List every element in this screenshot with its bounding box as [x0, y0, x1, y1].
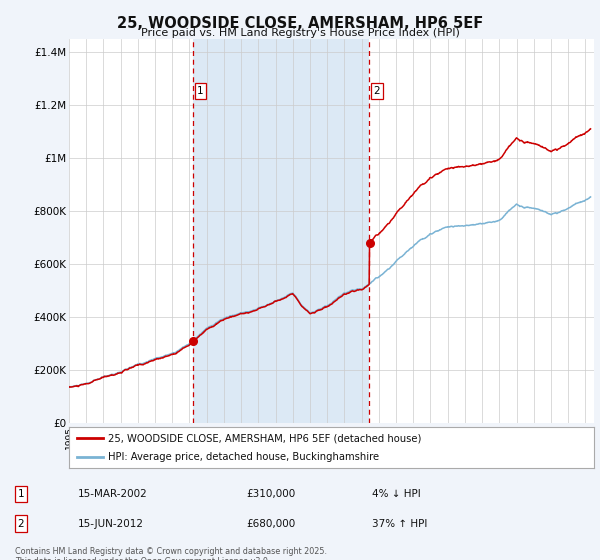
Bar	[193, 39, 370, 423]
Text: 37% ↑ HPI: 37% ↑ HPI	[372, 519, 427, 529]
Text: 2: 2	[17, 519, 25, 529]
Text: 15-MAR-2002: 15-MAR-2002	[78, 489, 148, 499]
Text: 25, WOODSIDE CLOSE, AMERSHAM, HP6 5EF (detached house): 25, WOODSIDE CLOSE, AMERSHAM, HP6 5EF (d…	[109, 433, 422, 443]
Text: £680,000: £680,000	[246, 519, 295, 529]
Text: Contains HM Land Registry data © Crown copyright and database right 2025.
This d: Contains HM Land Registry data © Crown c…	[15, 547, 327, 560]
Text: 1: 1	[197, 86, 204, 96]
Text: 15-JUN-2012: 15-JUN-2012	[78, 519, 144, 529]
Text: Price paid vs. HM Land Registry's House Price Index (HPI): Price paid vs. HM Land Registry's House …	[140, 28, 460, 38]
Text: 2: 2	[374, 86, 380, 96]
Text: 25, WOODSIDE CLOSE, AMERSHAM, HP6 5EF: 25, WOODSIDE CLOSE, AMERSHAM, HP6 5EF	[117, 16, 483, 31]
Text: 1: 1	[17, 489, 25, 499]
Text: HPI: Average price, detached house, Buckinghamshire: HPI: Average price, detached house, Buck…	[109, 452, 380, 461]
Text: 4% ↓ HPI: 4% ↓ HPI	[372, 489, 421, 499]
Text: £310,000: £310,000	[246, 489, 295, 499]
